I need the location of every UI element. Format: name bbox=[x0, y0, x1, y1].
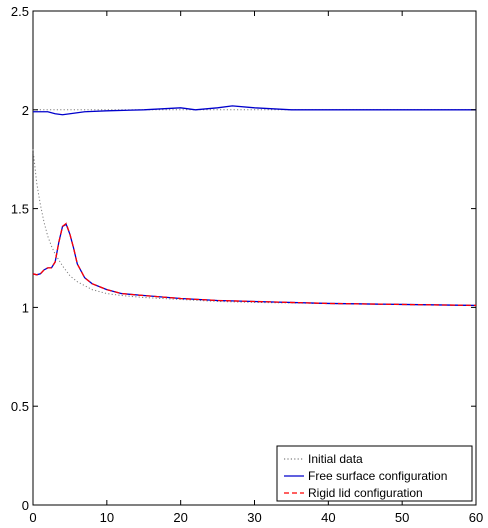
series-layer bbox=[32, 105, 477, 307]
legend-label: Rigid lid configuration bbox=[308, 486, 423, 500]
legend-box bbox=[276, 445, 473, 502]
y-tick-label: 2 bbox=[22, 103, 29, 118]
y-tick-label: 1.5 bbox=[11, 202, 29, 217]
tick-layer: 0 10 20 30 40 50 60 0 0.5 1 1.5 2 2.5 bbox=[11, 4, 483, 525]
y-tick-label: 1 bbox=[22, 300, 29, 315]
x-tick-label: 20 bbox=[173, 510, 187, 525]
legend-items: Initial data Free surface configuration Ri… bbox=[284, 452, 447, 500]
series-line-rigid-lid-configuration-4 bbox=[32, 222, 477, 307]
y-tick-label: 0.5 bbox=[11, 399, 29, 414]
x-tick-label: 50 bbox=[395, 510, 409, 525]
x-tick-label: 40 bbox=[321, 510, 335, 525]
legend: Initial data Free surface configuration Ri… bbox=[276, 445, 473, 502]
legend-label: Free surface configuration bbox=[308, 469, 447, 483]
x-tick-label: 10 bbox=[100, 510, 114, 525]
x-tick-label: 60 bbox=[469, 510, 483, 525]
series-line-initial-data-1 bbox=[32, 149, 477, 306]
y-tick-label: 0 bbox=[22, 498, 29, 513]
x-tick-label: 0 bbox=[29, 510, 36, 525]
y-tick-label: 2.5 bbox=[11, 4, 29, 19]
x-tick-label: 30 bbox=[247, 510, 261, 525]
series-line-free-surface-configuration-2 bbox=[33, 105, 476, 116]
legend-label: Initial data bbox=[308, 452, 363, 466]
plot-area bbox=[32, 10, 477, 506]
